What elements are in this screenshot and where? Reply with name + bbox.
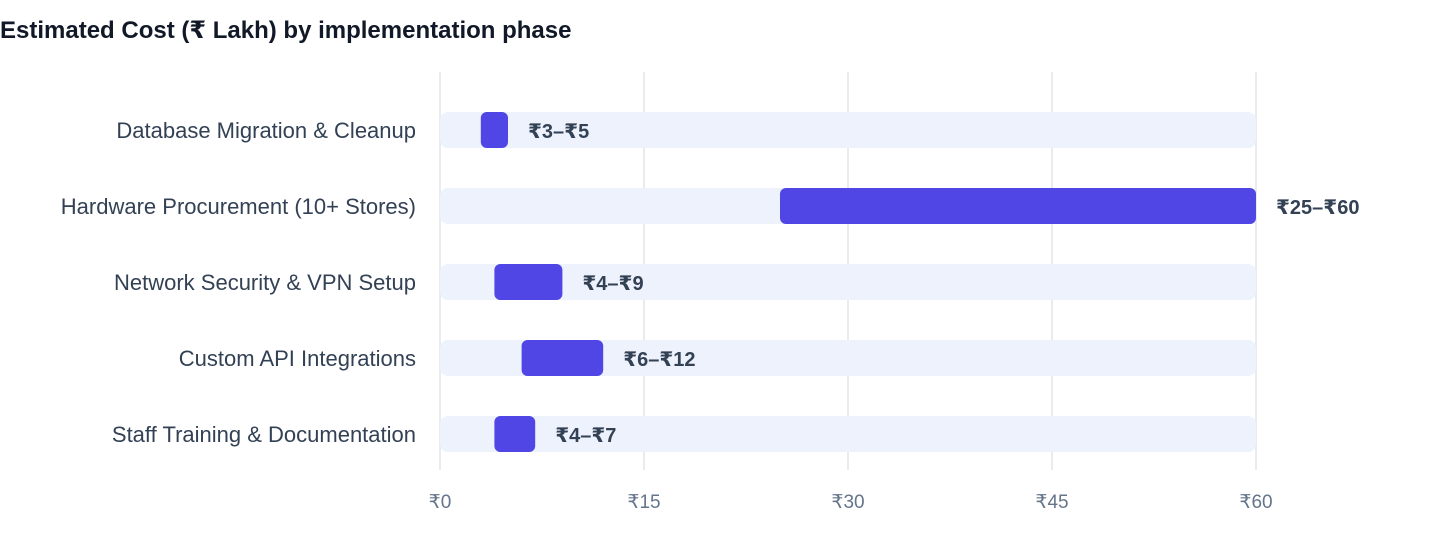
- range-bar[interactable]: [521, 340, 604, 376]
- bar-track: [440, 340, 1256, 376]
- bar-track: [440, 264, 1256, 300]
- category-label: Network Security & VPN Setup: [114, 270, 416, 295]
- data-label: ₹4–₹9: [582, 273, 643, 295]
- bar-track: [440, 416, 1256, 452]
- x-tick-label: ₹0: [429, 492, 452, 513]
- range-bars: [480, 112, 1256, 452]
- data-label: ₹6–₹12: [623, 349, 695, 371]
- x-tick-label: ₹60: [1239, 492, 1272, 513]
- category-label: Custom API Integrations: [179, 346, 416, 371]
- data-label: ₹25–₹60: [1276, 197, 1359, 219]
- category-label: Database Migration & Cleanup: [116, 118, 416, 143]
- data-labels: ₹3–₹5 ₹25–₹60 ₹4–₹9 ₹6–₹12 ₹4–₹7: [528, 121, 1359, 447]
- range-bar[interactable]: [494, 264, 563, 300]
- chart-title: Estimated Cost (₹ Lakh) by implementatio…: [0, 17, 572, 44]
- category-label: Hardware Procurement (10+ Stores): [61, 194, 416, 219]
- x-tick-label: ₹15: [627, 492, 660, 513]
- data-label: ₹4–₹7: [555, 425, 616, 447]
- x-tick-label: ₹45: [1035, 492, 1068, 513]
- x-tick-label: ₹30: [831, 492, 864, 513]
- x-axis-ticks: ₹0 ₹15 ₹30 ₹45 ₹60: [429, 492, 1273, 513]
- data-label: ₹3–₹5: [528, 121, 589, 143]
- category-label: Staff Training & Documentation: [112, 422, 416, 447]
- range-bar[interactable]: [480, 112, 508, 148]
- range-bar[interactable]: [494, 416, 536, 452]
- range-bar[interactable]: [780, 188, 1256, 224]
- bar-track: [440, 112, 1256, 148]
- category-labels: Database Migration & Cleanup Hardware Pro…: [61, 118, 416, 447]
